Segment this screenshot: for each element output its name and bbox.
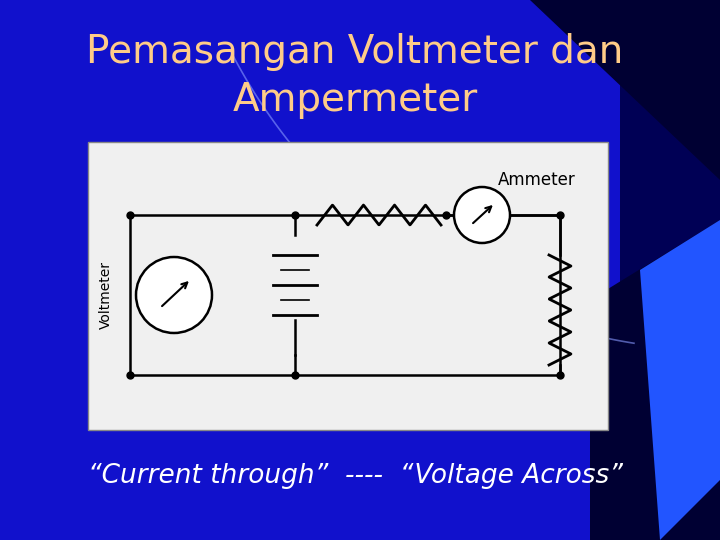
Text: Ammeter: Ammeter	[498, 171, 576, 189]
Polygon shape	[590, 220, 720, 540]
Text: “Current through”  ----  “Voltage Across”: “Current through” ---- “Voltage Across”	[88, 463, 622, 489]
Polygon shape	[640, 220, 720, 540]
Text: Pemasangan Voltmeter dan: Pemasangan Voltmeter dan	[86, 33, 624, 71]
Circle shape	[136, 257, 212, 333]
Polygon shape	[530, 0, 720, 180]
Bar	[0, 0, 620, 540]
Text: Ampermeter: Ampermeter	[233, 81, 477, 119]
Bar	[88, 142, 608, 430]
Circle shape	[454, 187, 510, 243]
Text: Voltmeter: Voltmeter	[99, 261, 113, 329]
